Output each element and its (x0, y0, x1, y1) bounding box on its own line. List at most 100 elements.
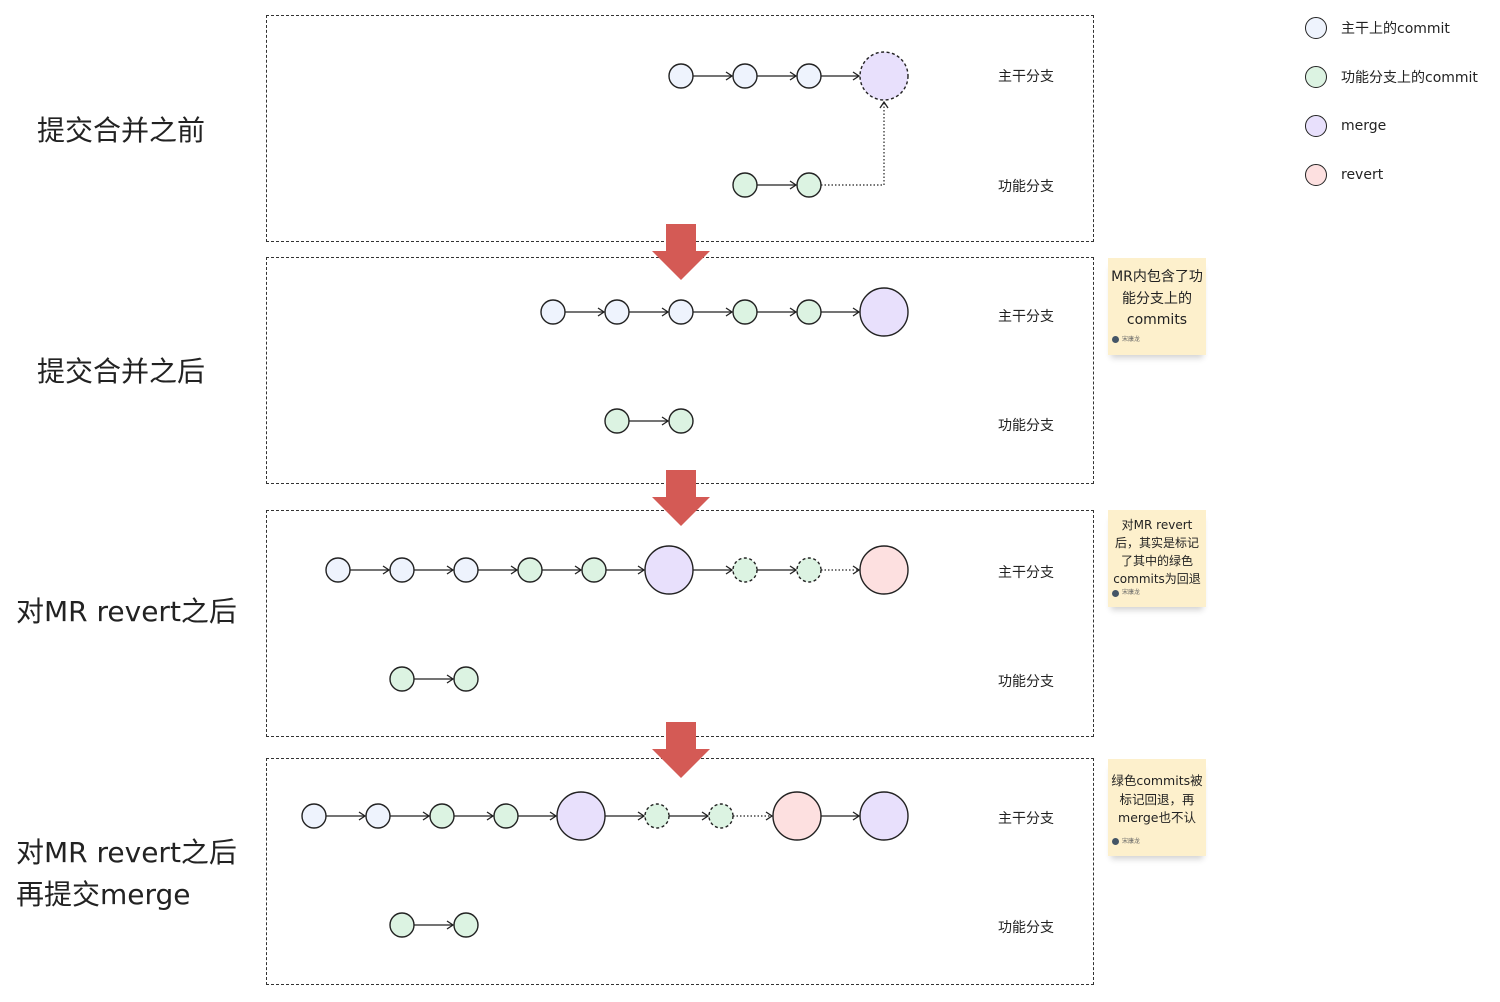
author-name: 宋康龙 (1122, 837, 1141, 845)
feature-commit-node (429, 803, 455, 829)
branch-label-main: 主干分支 (998, 309, 1054, 325)
feature-commit-node-reverted (708, 803, 734, 829)
main-commit-node (389, 557, 415, 583)
arrow-head-icon (446, 920, 455, 930)
arrow-head-icon (446, 565, 455, 575)
merge-node (859, 791, 909, 841)
main-commit-node (668, 63, 694, 89)
arrow-head-icon (701, 811, 710, 821)
avatar-icon (1112, 589, 1119, 597)
note-text: 对MR revert后，其实是标记了其中的绿色commits为回退 (1113, 518, 1201, 586)
branch-label-feature: 功能分支 (998, 674, 1054, 690)
feature-commit-node (796, 299, 822, 325)
avatar-icon (1112, 838, 1119, 846)
arrow-head-icon (422, 811, 431, 821)
feature-commit-node (389, 666, 415, 692)
arrow-head-icon (879, 100, 889, 109)
author-name: 宋康龙 (1122, 589, 1141, 596)
note-author: 宋康龙 (1112, 584, 1140, 602)
main-commit-node (325, 557, 351, 583)
circle-icon (1305, 115, 1327, 137)
merge-request-edge (821, 102, 885, 186)
arrow-head-icon (382, 565, 391, 575)
arrow-head-icon (852, 307, 861, 317)
legend-item-feature-commit: 功能分支上的commit (1305, 64, 1478, 90)
revert-node (859, 545, 909, 595)
feature-commit-node (796, 172, 822, 198)
legend-item-main-commit: 主干上的commit (1305, 15, 1450, 41)
arrow-head-icon (661, 416, 670, 426)
main-commit-node (732, 63, 758, 89)
feature-commit-node (581, 557, 607, 583)
arrow-head-icon (725, 307, 734, 317)
arrow-head-icon (358, 811, 367, 821)
feature-commit-node (517, 557, 543, 583)
arrow-head-icon (574, 565, 583, 575)
stage-title-4a: 对MR revert之后 (16, 836, 237, 869)
legend-item-merge: merge (1305, 113, 1386, 139)
feature-commit-node (732, 172, 758, 198)
sticky-note-2[interactable]: 对MR revert后，其实是标记了其中的绿色commits为回退 宋康龙 (1108, 510, 1206, 607)
feature-commit-node-reverted (644, 803, 670, 829)
main-commit-node (604, 299, 630, 325)
feature-commit-node (493, 803, 519, 829)
merge-node (859, 287, 909, 337)
stage-title-4b: 再提交merge (16, 878, 191, 911)
main-commit-node (668, 299, 694, 325)
circle-icon (1305, 66, 1327, 88)
stage-title-3: 对MR revert之后 (16, 595, 237, 628)
branch-label-main: 主干分支 (998, 811, 1054, 827)
stage-title-1: 提交合并之前 (37, 114, 206, 147)
main-commit-node (301, 803, 327, 829)
arrow-head-icon (852, 71, 861, 81)
feature-commit-node-reverted (796, 557, 822, 583)
arrow-head-icon (637, 565, 646, 575)
merge-node (556, 791, 606, 841)
sticky-note-1[interactable]: MR内包含了功能分支上的commits 宋康龙 (1108, 258, 1206, 355)
arrow-head-icon (725, 71, 734, 81)
branch-label-feature: 功能分支 (998, 418, 1054, 434)
feature-commit-node (668, 408, 694, 434)
arrow-head-icon (446, 674, 455, 684)
merge-node-reverted (859, 51, 909, 101)
note-author: 宋康龙 (1112, 833, 1140, 852)
branch-label-feature: 功能分支 (998, 920, 1054, 936)
arrow-head-icon (486, 811, 495, 821)
main-commit-node (453, 557, 479, 583)
legend-item-revert: revert (1305, 162, 1383, 188)
circle-icon (1305, 164, 1327, 186)
note-text: 绿色commits被标记回退，再merge也不认 (1111, 773, 1203, 825)
feature-commit-node (732, 299, 758, 325)
branch-label-main: 主干分支 (998, 69, 1054, 85)
author-name: 宋康龙 (1122, 335, 1141, 343)
merge-node (644, 545, 694, 595)
branch-label-feature: 功能分支 (998, 179, 1054, 195)
arrow-head-icon (852, 811, 861, 821)
arrow-head-icon (510, 565, 519, 575)
down-arrow-icon (652, 722, 710, 778)
circle-icon (1305, 17, 1327, 39)
feature-commit-node-reverted (732, 557, 758, 583)
arrow-head-icon (549, 811, 558, 821)
down-arrow-icon (652, 224, 710, 280)
arrow-head-icon (789, 565, 798, 575)
arrow-head-icon (789, 71, 798, 81)
arrow-head-icon (765, 811, 774, 821)
main-commit-node (540, 299, 566, 325)
main-commit-node (365, 803, 391, 829)
stage-title-2: 提交合并之后 (37, 355, 206, 388)
arrow-head-icon (661, 307, 670, 317)
arrow-head-icon (789, 307, 798, 317)
feature-commit-node (453, 912, 479, 938)
legend-label: 功能分支上的commit (1341, 70, 1478, 86)
arrow-head-icon (597, 307, 606, 317)
legend-label: merge (1341, 118, 1387, 134)
legend-label: revert (1341, 167, 1384, 183)
note-text: MR内包含了功能分支上的commits (1111, 269, 1203, 328)
feature-commit-node (453, 666, 479, 692)
sticky-note-3[interactable]: 绿色commits被标记回退，再merge也不认 宋康龙 (1108, 759, 1206, 856)
arrow-head-icon (637, 811, 646, 821)
feature-commit-node (604, 408, 630, 434)
revert-node (772, 791, 822, 841)
